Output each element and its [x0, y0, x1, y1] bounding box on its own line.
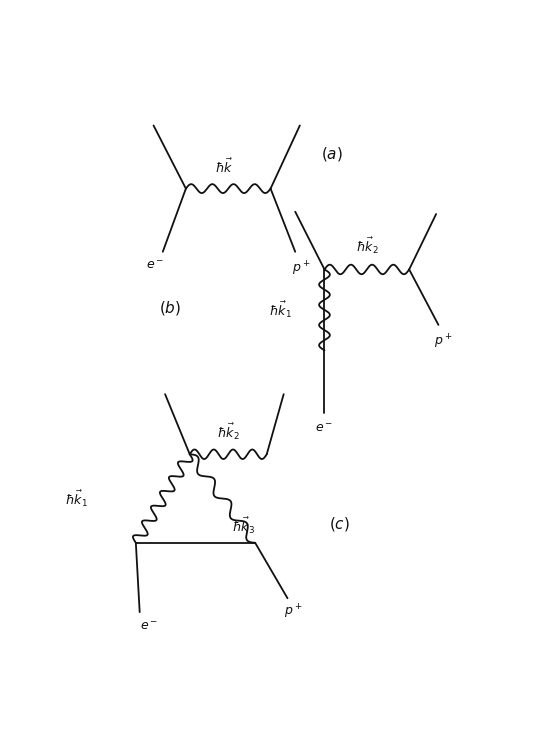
Text: $e^-$: $e^-$	[315, 422, 333, 435]
Text: $(a)$: $(a)$	[321, 145, 343, 163]
Text: $\hbar\vec{k}_1$: $\hbar\vec{k}_1$	[65, 488, 88, 509]
Text: $\hbar\vec{k}_1$: $\hbar\vec{k}_1$	[269, 300, 292, 320]
Text: $\hbar\vec{k}$: $\hbar\vec{k}$	[215, 158, 233, 176]
Text: $\hbar\vec{k}_2$: $\hbar\vec{k}_2$	[217, 422, 240, 442]
Text: $p^+$: $p^+$	[284, 603, 303, 621]
Text: $e^-$: $e^-$	[146, 260, 164, 272]
Text: $p^+$: $p^+$	[434, 333, 453, 351]
Text: $\hbar\vec{k}_2$: $\hbar\vec{k}_2$	[355, 235, 378, 256]
Text: $(b)$: $(b)$	[160, 299, 182, 317]
Text: $e^-$: $e^-$	[140, 620, 158, 633]
Text: $\hbar\vec{k}_3$: $\hbar\vec{k}_3$	[232, 516, 254, 536]
Text: $p^+$: $p^+$	[292, 260, 311, 278]
Text: $(c)$: $(c)$	[330, 515, 351, 533]
